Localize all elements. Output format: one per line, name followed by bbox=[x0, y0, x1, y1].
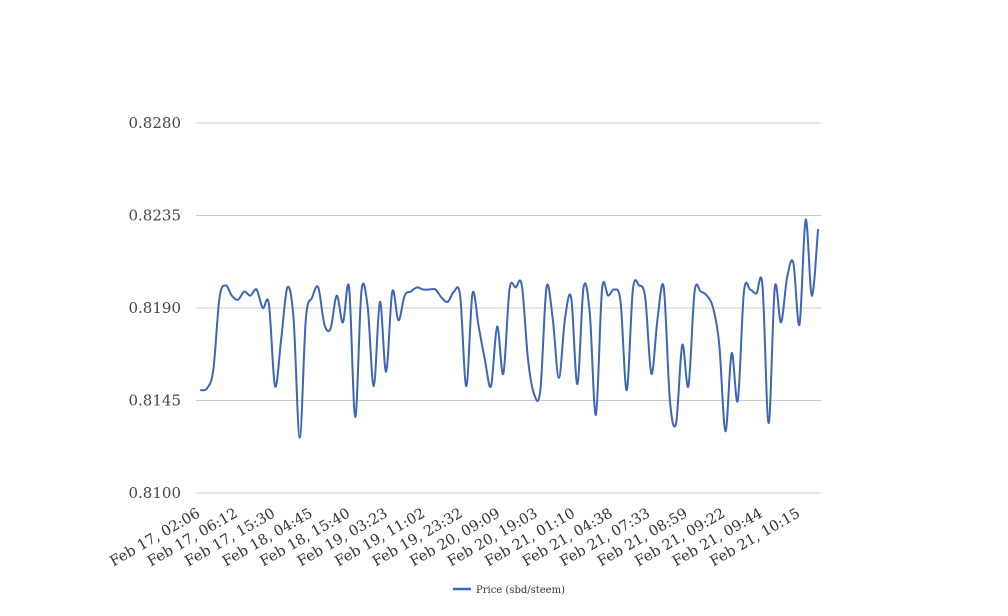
y-tick-label: 0.8145 bbox=[129, 392, 182, 410]
series-layer bbox=[200, 218, 819, 439]
series-line-price bbox=[200, 218, 819, 439]
legend: Price (sbd/steem) bbox=[453, 585, 565, 596]
y-axis-tick-labels: 0.8280 0.8235 0.8190 0.8145 0.8100 bbox=[129, 114, 182, 502]
y-tick-label: 0.8280 bbox=[129, 114, 182, 132]
y-tick-label: 0.8235 bbox=[129, 207, 182, 225]
y-tick-label: 0.8190 bbox=[129, 299, 182, 317]
legend-label-price: Price (sbd/steem) bbox=[476, 585, 565, 596]
y-tick-label: 0.8100 bbox=[129, 484, 182, 502]
